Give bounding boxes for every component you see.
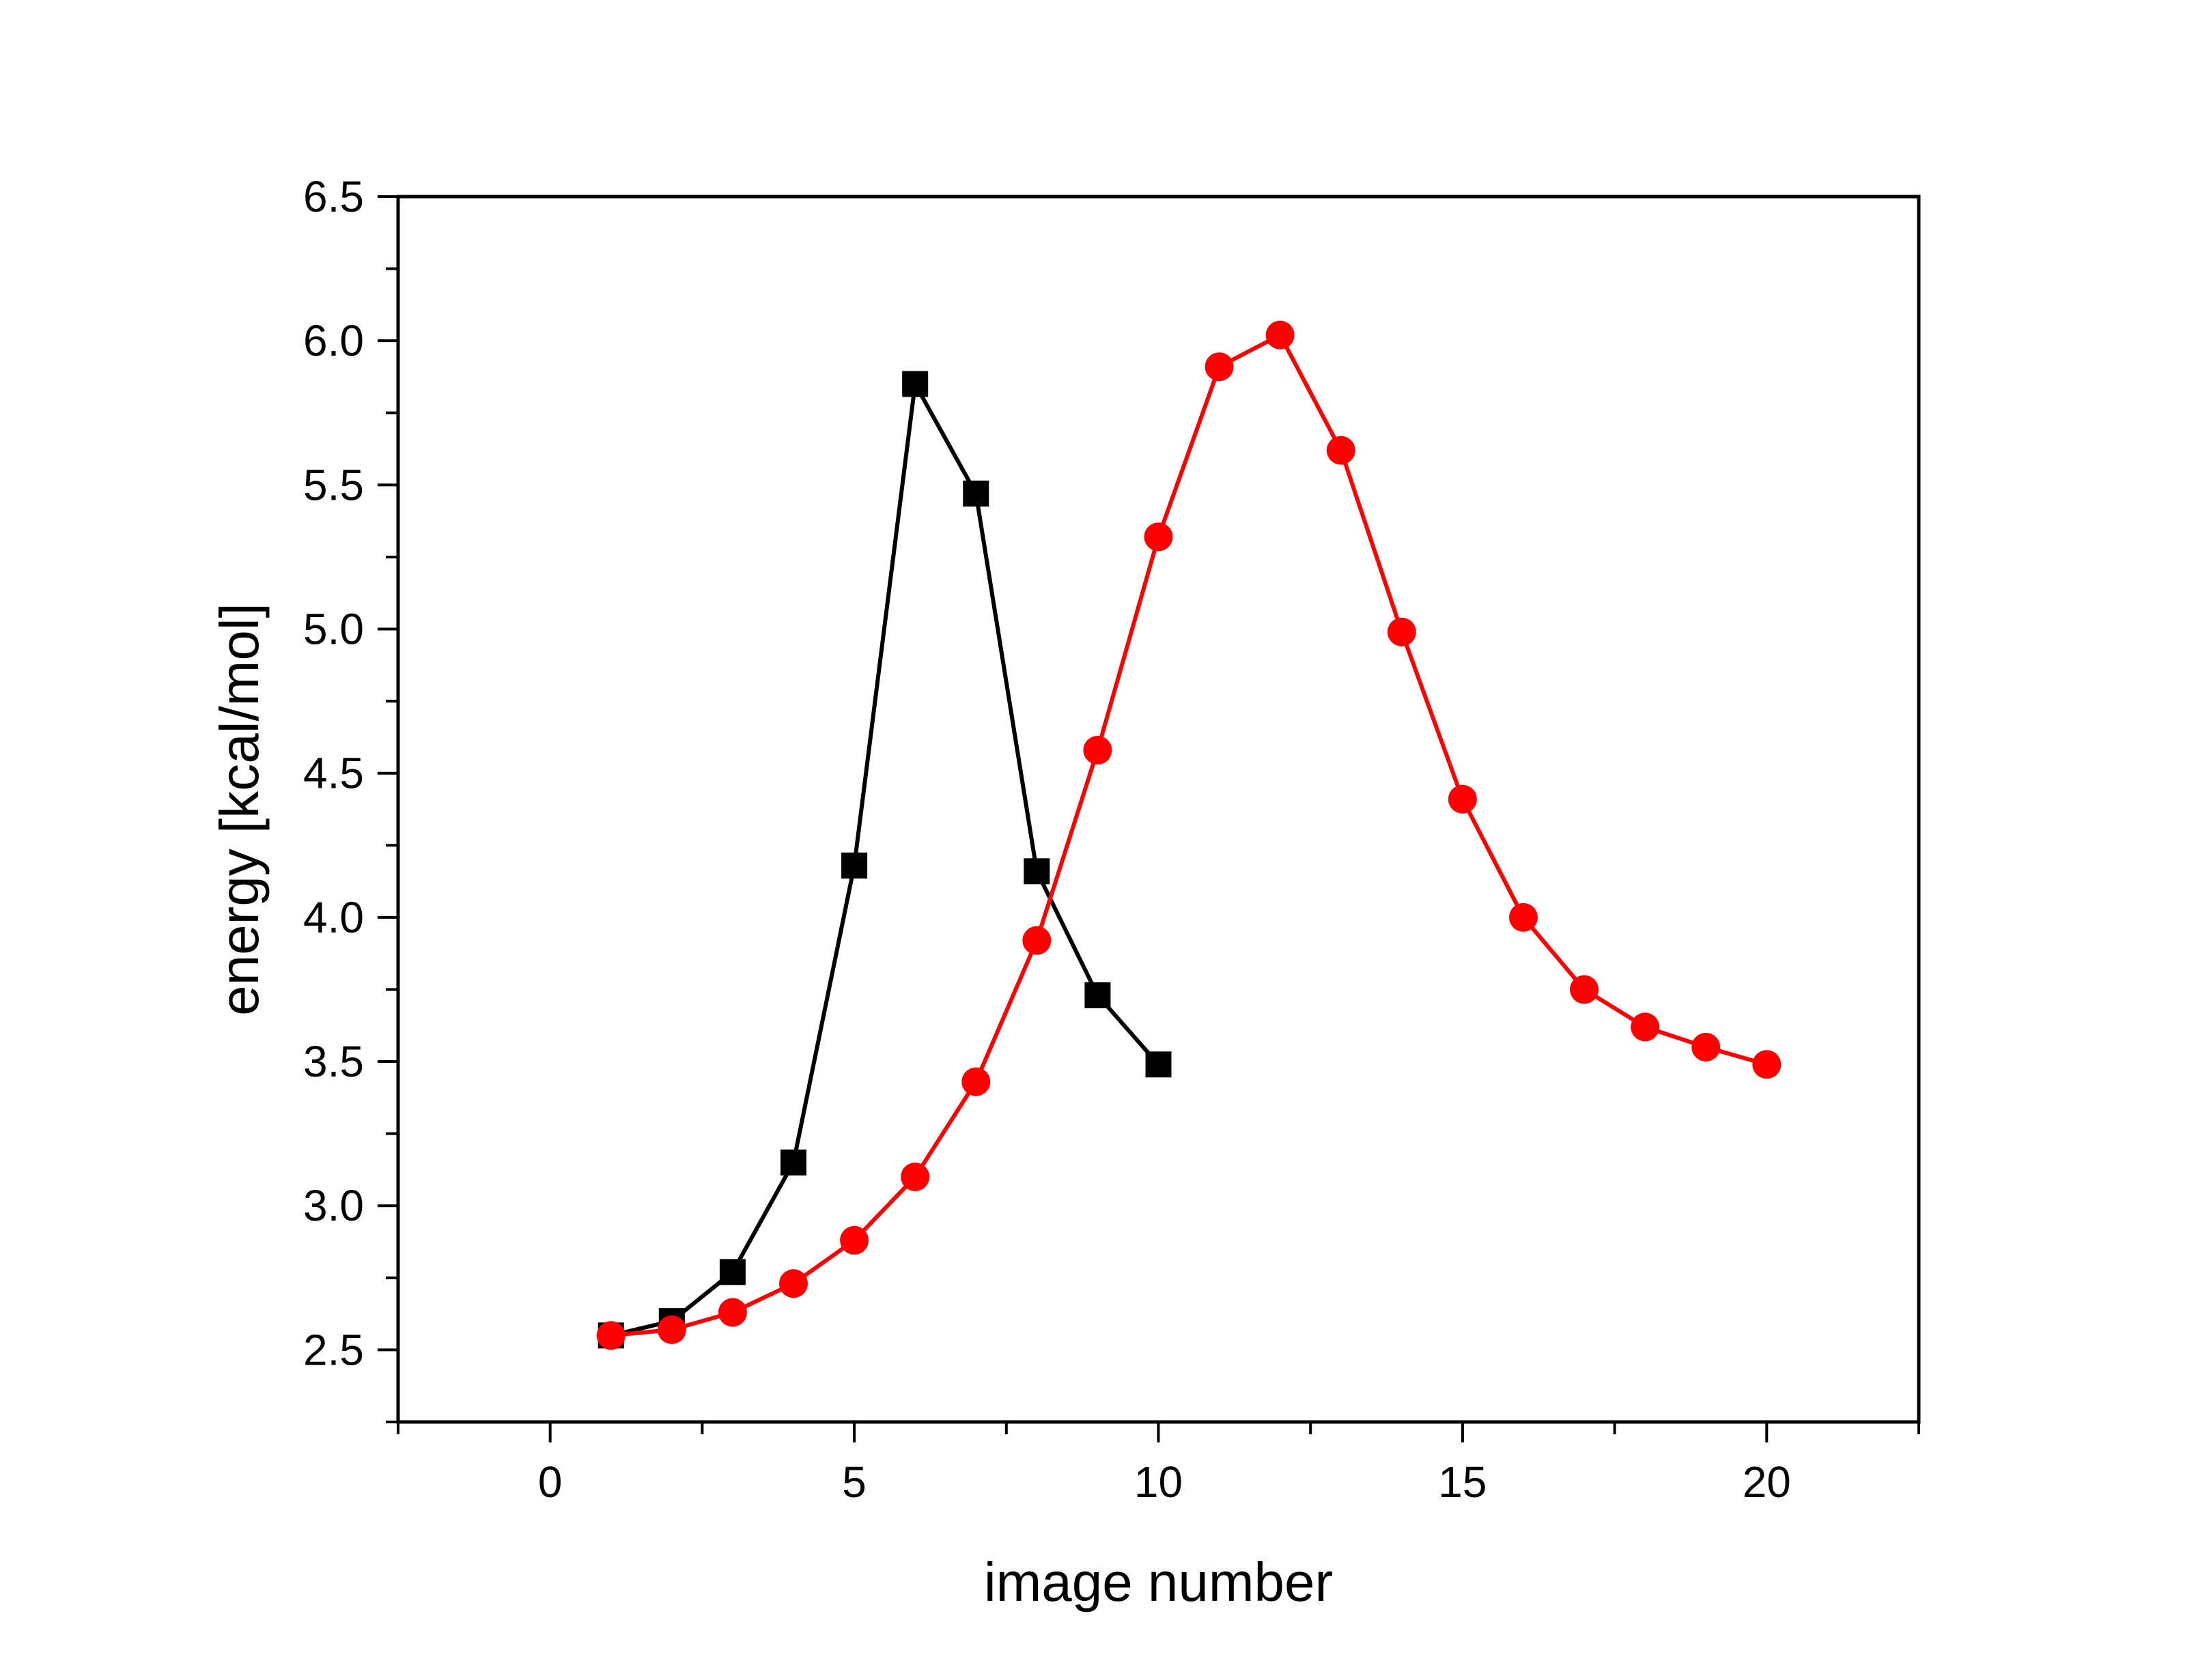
data-point [1265, 320, 1295, 350]
data-point [657, 1315, 686, 1344]
data-point [1205, 352, 1234, 382]
data-point [1387, 617, 1416, 646]
y-tick-label: 6.5 [303, 172, 364, 221]
x-tick-label: 0 [538, 1457, 563, 1507]
data-point [718, 1298, 747, 1327]
data-point [779, 1269, 808, 1298]
y-tick-label: 6.0 [303, 316, 364, 365]
series-2 [596, 320, 1782, 1350]
data-point [1752, 1050, 1782, 1079]
y-tick-label: 2.5 [303, 1325, 364, 1374]
data-point [1144, 522, 1173, 552]
data-point [1508, 902, 1538, 932]
data-point [901, 1163, 930, 1191]
data-point [1448, 784, 1477, 814]
y-tick-label: 4.5 [303, 749, 364, 798]
y-axis-title: energy [kcal/mol] [209, 603, 270, 1016]
x-tick-label: 20 [1743, 1457, 1791, 1507]
y-tick-label: 5.5 [303, 460, 364, 509]
x-axis-title: image number [984, 1552, 1333, 1612]
x-tick-label: 15 [1438, 1457, 1487, 1507]
data-point [840, 1225, 869, 1255]
data-point [1024, 858, 1050, 885]
data-point [1083, 735, 1112, 765]
axis-ticks [378, 195, 1920, 1442]
y-tick-label: 4.0 [303, 893, 364, 942]
series-line [610, 382, 1160, 1338]
data-point [963, 481, 989, 507]
y-tick-label: 3.0 [303, 1181, 364, 1230]
data-point [961, 1067, 991, 1096]
data-point [1691, 1032, 1721, 1062]
x-tick-label: 5 [842, 1457, 867, 1507]
data-point [719, 1259, 746, 1285]
plot-frame [396, 195, 1921, 1424]
data-point [1022, 926, 1052, 955]
y-tick-label: 3.5 [303, 1037, 364, 1086]
series-layer [596, 320, 1782, 1350]
data-point [1570, 975, 1599, 1004]
axis-tick-labels: 0 5 10 15 20 2.5 3.0 3.5 4.0 4.5 5.0 5.5 6.0 6.5 [303, 172, 1791, 1507]
data-point [1631, 1012, 1660, 1042]
data-point [1084, 982, 1111, 1008]
x-tick-label: 10 [1134, 1457, 1183, 1507]
data-point [1326, 436, 1355, 465]
data-point [596, 1321, 625, 1350]
data-point [902, 371, 929, 397]
y-tick-label: 5.0 [303, 605, 364, 654]
data-point [780, 1149, 807, 1176]
data-point [1145, 1051, 1172, 1078]
data-point [841, 852, 868, 879]
